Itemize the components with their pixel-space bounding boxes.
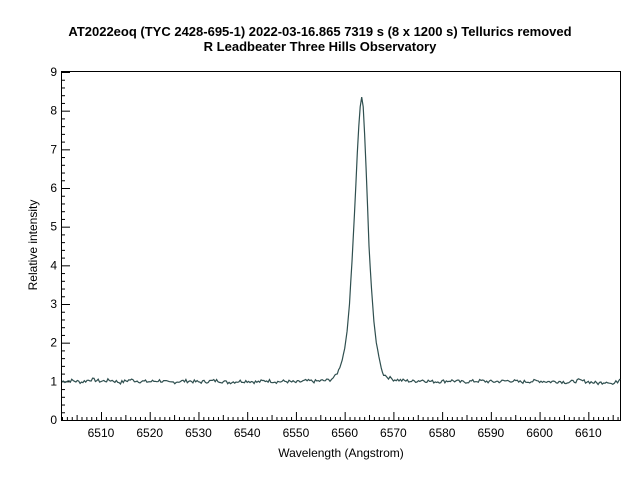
y-tick-label: 3 [50, 297, 57, 311]
x-axis-label: Wavelength (Angstrom) [278, 446, 404, 460]
x-tick-label: 6520 [136, 426, 163, 440]
y-tick-label: 0 [50, 413, 57, 427]
x-tick-label: 6560 [331, 426, 358, 440]
x-tick-label: 6610 [575, 426, 602, 440]
x-tick-label: 6580 [429, 426, 456, 440]
y-tick-label: 4 [50, 258, 57, 272]
x-tick-label: 6570 [380, 426, 407, 440]
spectrum-line [61, 97, 621, 386]
y-tick-label: 2 [50, 336, 57, 350]
plot-area-frame [61, 71, 621, 421]
x-tick-label: 6510 [88, 426, 115, 440]
y-tick-label: 5 [50, 220, 57, 234]
y-axis-ticks: 0 1 2 3 4 5 6 7 8 9 [50, 65, 70, 427]
y-tick-label: 9 [50, 65, 57, 79]
y-tick-label: 1 [50, 374, 57, 388]
y-tick-label: 8 [50, 104, 57, 118]
x-tick-label: 6540 [234, 426, 261, 440]
y-axis-label: Relative intensity [26, 200, 40, 291]
x-tick-label: 6600 [526, 426, 553, 440]
y-tick-label: 7 [50, 142, 57, 156]
chart-subtitle: R Leadbeater Three Hills Observatory [203, 39, 437, 54]
x-tick-label: 6550 [283, 426, 310, 440]
y-tick-label: 6 [50, 181, 57, 195]
chart-title: AT2022eoq (TYC 2428-695-1) 2022-03-16.86… [68, 24, 572, 39]
x-tick-label: 6530 [185, 426, 212, 440]
x-tick-label: 6590 [478, 426, 505, 440]
x-axis-ticks: 6510 6520 6530 6540 6550 6560 6570 6580 6590 6600… [62, 412, 619, 440]
